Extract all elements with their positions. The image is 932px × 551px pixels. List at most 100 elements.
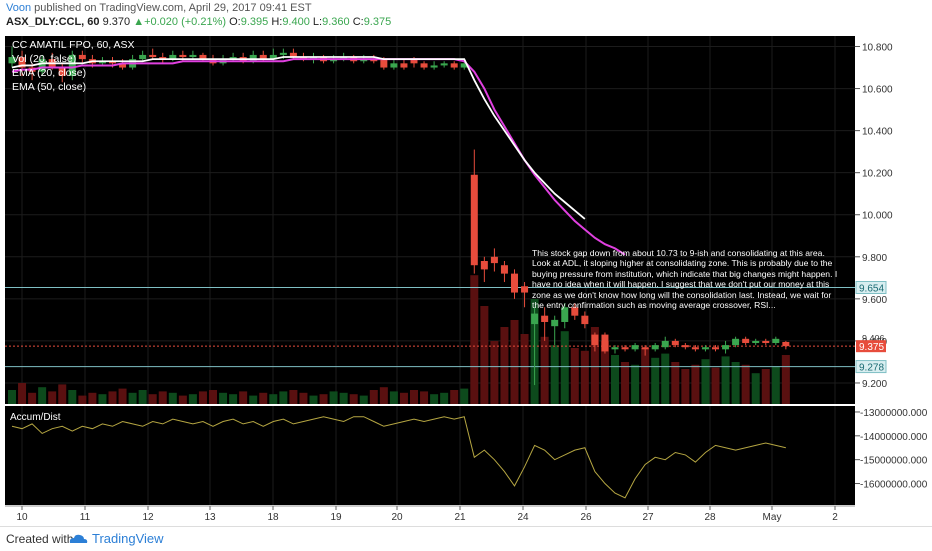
volume-bar — [359, 395, 368, 404]
legend-title: CC AMATIL FPO, 60, ASX — [12, 39, 135, 51]
time-axis[interactable]: 10 11 12 13 18 19 20 21 24 26 27 28 May 2 — [5, 505, 855, 523]
candle — [701, 345, 709, 352]
volume-bar — [751, 373, 760, 404]
volume-bar — [470, 275, 479, 404]
price-tick-label: 9.200 — [862, 379, 887, 390]
close-value: 9.375 — [363, 16, 392, 28]
time-tick-label: 21 — [454, 512, 466, 523]
candle — [601, 332, 609, 354]
candle — [58, 63, 66, 83]
volume-bar — [118, 388, 127, 404]
candle — [149, 48, 157, 60]
adl-tick-label: -15000000.000 — [860, 456, 928, 467]
high-value: 9.400 — [282, 16, 310, 28]
volume-bar — [309, 395, 318, 404]
volume-bar — [78, 395, 87, 404]
grid — [5, 36, 855, 505]
volume-bar — [279, 391, 288, 404]
candle — [772, 336, 780, 346]
price-pane[interactable] — [5, 36, 855, 404]
high-label: H: — [271, 16, 283, 28]
symbol-label: ASX_DLY:CCL, 60 — [6, 16, 100, 28]
volume-bar — [108, 391, 117, 404]
adl-pane[interactable] — [5, 406, 855, 505]
volume-bar — [611, 355, 619, 404]
time-tick-label: 2 — [832, 512, 838, 523]
change-value: +0.020 (+0.21%) — [144, 16, 227, 28]
publish-info: Voon published on TradingView.com, April… — [6, 2, 312, 14]
volume-bar — [550, 345, 559, 404]
low-label: L: — [312, 16, 323, 28]
volume-bar — [621, 362, 630, 404]
volume-bar — [711, 367, 720, 404]
published-text: published on TradingView.com, April 29, … — [34, 2, 312, 14]
adl-axis[interactable]: -13000000.000 -14000000.000 -15000000.000 -… — [855, 408, 928, 491]
volume-bar — [48, 391, 57, 404]
adl-tick-label: -13000000.000 — [860, 408, 928, 419]
price-tick-label: 10.400 — [862, 127, 893, 138]
volume-bar — [460, 388, 469, 404]
price-axis[interactable]: 10.800 10.600 10.400 10.200 10.000 9.800 9.600… — [855, 43, 893, 390]
ohlc-readout: ASX_DLY:CCL, 60 9.370 ▲+0.020 (+0.21%) O… — [6, 16, 391, 28]
volume-bar — [410, 390, 418, 404]
created-with-label: Created with — [6, 532, 74, 546]
volume-bar — [510, 320, 519, 404]
author-link[interactable]: Voon — [6, 2, 32, 14]
volume-bar — [178, 395, 187, 404]
candle — [310, 52, 317, 64]
volume-bar — [8, 390, 16, 404]
low-value: 9.360 — [322, 16, 350, 28]
legend-ema50: EMA (50, close) — [12, 81, 86, 93]
volume-bar — [771, 366, 780, 404]
volume-bar — [38, 387, 47, 404]
legend-ema20: EMA (20, close) — [12, 67, 86, 79]
volume-bar — [430, 394, 439, 404]
candle — [631, 343, 639, 352]
tradingview-brand[interactable]: TradingView — [92, 531, 164, 546]
volume-bar — [198, 391, 207, 404]
candle — [571, 303, 579, 320]
price-tick-label: 10.600 — [862, 85, 893, 96]
volume-bar — [641, 348, 650, 404]
volume-bar — [289, 390, 298, 404]
volume-bar — [209, 390, 217, 404]
price-tick-label: 10.200 — [862, 169, 893, 180]
footer: Created with TradingView — [0, 526, 932, 551]
time-tick-label: 24 — [517, 512, 529, 523]
candle — [400, 59, 408, 70]
candle — [500, 261, 508, 283]
chart-svg[interactable]: 10.800 10.600 10.400 10.200 10.000 9.800 9.600… — [0, 30, 932, 526]
time-tick-label: 20 — [391, 512, 403, 523]
candle — [521, 282, 529, 308]
adl-tick-label: -14000000.000 — [860, 432, 928, 443]
volume-bar — [761, 369, 770, 404]
candle — [440, 61, 448, 68]
candle — [722, 340, 730, 354]
candle — [712, 345, 719, 352]
time-tick-label: May — [763, 512, 782, 523]
candle — [762, 338, 770, 346]
legend: CC AMATIL FPO, 60, ASX Vol (20, false) E… — [12, 39, 135, 93]
publish-bar: Voon published on TradingView.com, April… — [0, 0, 932, 30]
volume-bar — [339, 392, 348, 404]
candle — [18, 50, 26, 76]
volume-bar — [691, 364, 700, 404]
volume-bar — [18, 383, 27, 404]
close-label: C: — [352, 16, 364, 28]
volume-bar — [329, 391, 338, 404]
time-tick-label: 13 — [204, 512, 216, 523]
candle — [742, 336, 750, 346]
candle — [420, 61, 428, 70]
candle — [159, 52, 167, 64]
candle — [671, 338, 679, 348]
volume-bar — [671, 362, 680, 404]
volume-bar — [741, 364, 750, 404]
candle — [8, 46, 16, 68]
candle — [591, 332, 599, 352]
candle — [691, 345, 699, 352]
volume-bar — [651, 357, 660, 404]
time-tick-label: 19 — [330, 512, 342, 523]
volume-bars — [8, 275, 790, 404]
volume-bar — [168, 392, 177, 404]
candle — [78, 50, 86, 64]
